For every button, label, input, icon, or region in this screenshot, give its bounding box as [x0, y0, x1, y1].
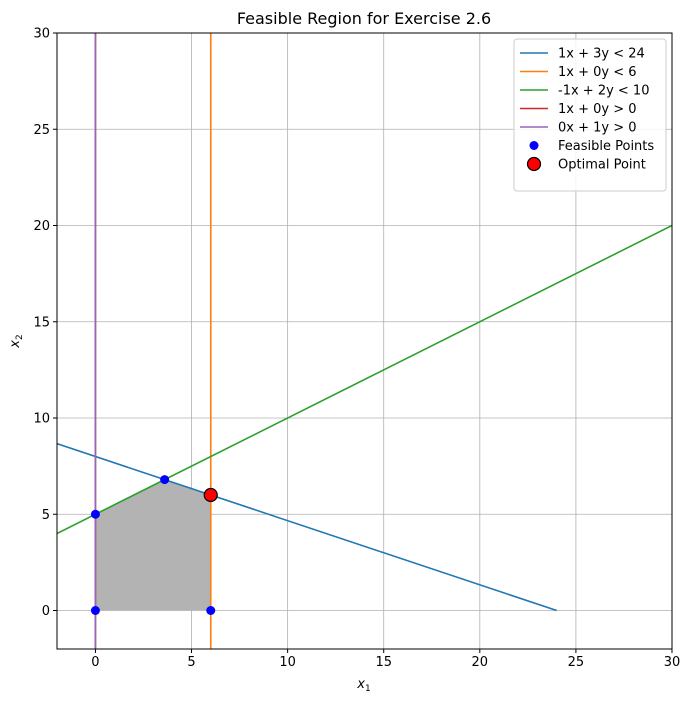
constraint-line [57, 224, 672, 535]
legend-label: 1x + 0y > 0 [558, 102, 637, 117]
legend-label: Feasible Points [558, 139, 654, 154]
feasible-point [206, 606, 216, 615]
legend-box [513, 38, 667, 192]
legend-item: 1x + 0y > 0 [520, 102, 637, 117]
constraint-line [57, 442, 557, 612]
y-tick-label: 25 [33, 123, 50, 138]
x-tick-label: 15 [375, 655, 392, 670]
x-tick-label: 10 [279, 655, 296, 670]
y-axis-label: x2 [8, 334, 25, 348]
plot-area [57, 33, 672, 649]
feasible-point [90, 509, 100, 519]
x-tick-label: 20 [472, 655, 489, 670]
legend: 1x + 3y < 24 1x + 0y < 6 -1x + 2y < 10 1x +… [513, 38, 667, 192]
y-tick-label: 10 [33, 412, 50, 427]
legend-item: Feasible Points [529, 139, 654, 154]
legend-label: Optimal Point [558, 158, 646, 173]
clipped-layer [57, 33, 672, 649]
feasible-point [160, 475, 170, 485]
legend-item: Optimal Point [526, 156, 646, 173]
x-tick-label: 0 [91, 655, 99, 670]
x-tick-label: 25 [568, 655, 585, 670]
feasible-region [95, 479, 211, 611]
legend-label: 0x + 1y > 0 [558, 121, 637, 136]
legend-item: 0x + 1y > 0 [520, 121, 637, 136]
y-tick-label: 0 [42, 604, 50, 619]
y-tick-label: 15 [33, 315, 50, 330]
feasible-point [90, 606, 100, 615]
legend-item: 1x + 0y < 6 [520, 65, 637, 80]
y-tick-label: 5 [42, 508, 50, 523]
chart-title: Feasible Region for Exercise 2.6 [237, 9, 491, 28]
legend-item: -1x + 2y < 10 [520, 84, 649, 99]
optimal-point [203, 487, 218, 503]
y-tick-label: 30 [33, 27, 50, 42]
legend-label: -1x + 2y < 10 [558, 84, 649, 99]
legend-item: 1x + 3y < 24 [520, 47, 645, 62]
legend-swatch [529, 141, 539, 150]
x-tick-label: 30 [664, 655, 681, 670]
legend-label: 1x + 0y < 6 [558, 65, 637, 80]
ticks: 0 5 10 15 20 25 30 0 5 10 15 20 25 30 [33, 27, 680, 671]
y-tick-label: 20 [33, 219, 50, 234]
legend-swatch [526, 156, 542, 172]
legend-label: 1x + 3y < 24 [558, 47, 645, 62]
x-tick-label: 5 [187, 655, 195, 670]
x-axis-label: x1 [356, 677, 370, 694]
axes-frame [56, 32, 673, 650]
